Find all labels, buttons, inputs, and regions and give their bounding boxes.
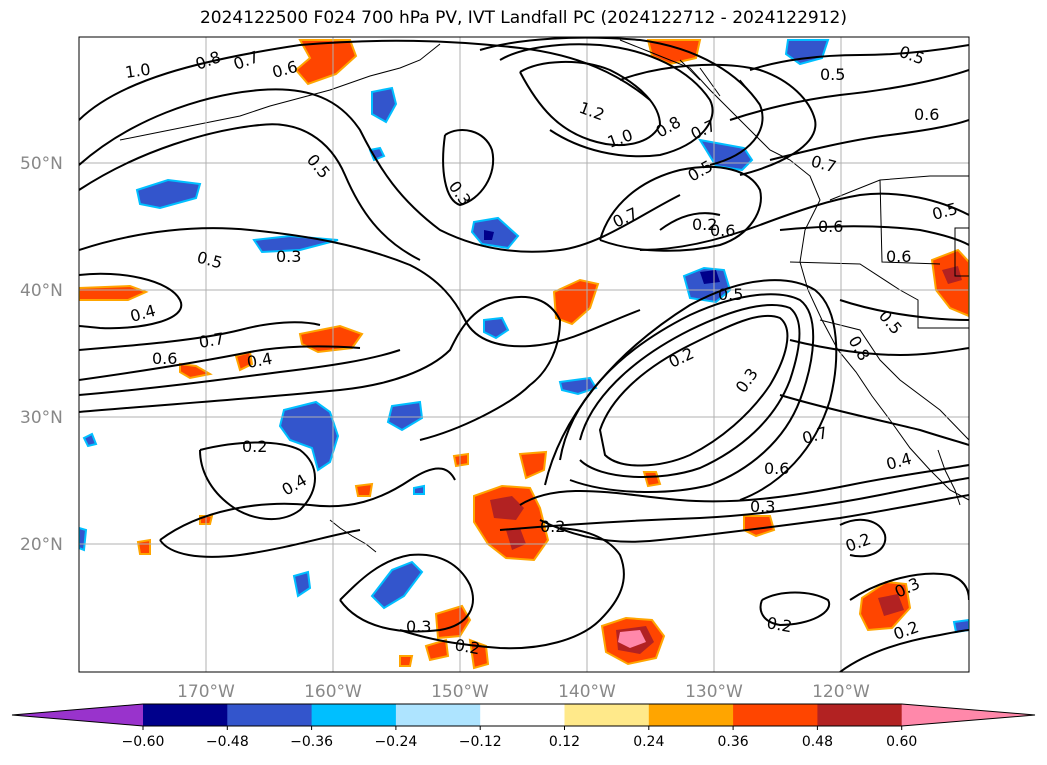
contour-label: 0.6	[710, 221, 735, 240]
shaded-anomalies	[79, 39, 969, 670]
contour-label: 0.5	[820, 65, 845, 84]
contour-label: 0.6	[152, 349, 177, 368]
lon-label: 150°W	[431, 682, 489, 702]
colorbar-tick-label: −0.12	[459, 734, 502, 750]
colorbar-segment	[480, 704, 565, 726]
contour-label: 0.6	[914, 105, 939, 124]
contour-label: 0.6	[818, 217, 843, 236]
colorbar-tick-label: 0.60	[886, 734, 917, 750]
contour-label: 0.5	[718, 285, 743, 304]
colorbar-tick-label: −0.48	[206, 734, 249, 750]
colorbar-segment	[817, 704, 903, 726]
contour-label: 0.2	[692, 215, 717, 234]
colorbar-segment	[648, 704, 734, 726]
colorbar-segment	[733, 704, 818, 726]
colorbar-tick-label: −0.60	[122, 734, 165, 750]
lat-label: 20°N	[20, 535, 63, 555]
contour-label: 0.2	[453, 635, 481, 658]
lon-label: 160°W	[304, 682, 362, 702]
contour-label: 0.7	[197, 329, 225, 352]
lat-label: 30°N	[20, 408, 63, 428]
longitude-labels: 170°W 160°W 150°W 140°W 130°W 120°W	[177, 682, 870, 702]
colorbar-tick-label: 0.36	[718, 734, 749, 750]
coastlines	[119, 39, 969, 553]
lon-label: 140°W	[558, 682, 616, 702]
colorbar-segment	[311, 704, 397, 726]
lat-label: 50°N	[20, 154, 63, 174]
map-frame	[78, 36, 970, 673]
state-box	[954, 227, 969, 277]
contour-label: 0.6	[764, 459, 789, 478]
colorbar-segment	[227, 704, 313, 726]
lat-label: 40°N	[20, 281, 63, 301]
colorbar-tick-label: 0.48	[802, 734, 833, 750]
colorbar-tick-label: 0.12	[549, 734, 580, 750]
contour-lines	[79, 37, 969, 672]
colorbar-tick-label: −0.24	[374, 734, 417, 750]
contour-label: 0.2	[540, 517, 565, 536]
contour-label: 1.0	[124, 60, 152, 82]
contour-label: 0.6	[886, 247, 911, 266]
gridlines	[79, 37, 969, 672]
lon-label: 170°W	[177, 682, 235, 702]
colorbar-segment	[395, 704, 481, 726]
lon-label: 130°W	[685, 682, 743, 702]
contour-label: 0.2	[242, 437, 267, 456]
colorbar-segment	[143, 704, 228, 726]
contour-label: 0.2	[765, 613, 793, 636]
map-area	[79, 37, 969, 672]
contour-label: 0.3	[406, 617, 431, 636]
colorbar-extend-low	[12, 704, 143, 726]
contour-label: 0.3	[276, 247, 301, 266]
colorbar-segment	[564, 704, 650, 726]
contour-label: 0.3	[750, 497, 775, 516]
colorbar-extend-high	[901, 704, 1035, 726]
colorbar-tick-label: −0.36	[290, 734, 333, 750]
latitude-labels: 50°N 40°N 30°N 20°N	[20, 154, 63, 555]
colorbar: −0.60 −0.48 −0.36 −0.24 −0.12 0.12 0.24 0.36 0.4…	[11, 703, 1036, 750]
contour-label: 0.4	[245, 349, 273, 372]
lon-label: 120°W	[812, 682, 870, 702]
colorbar-tick-label: 0.24	[633, 734, 664, 750]
chart-title: 2024122500 F024 700 hPa PV, IVT Landfall…	[199, 8, 847, 28]
